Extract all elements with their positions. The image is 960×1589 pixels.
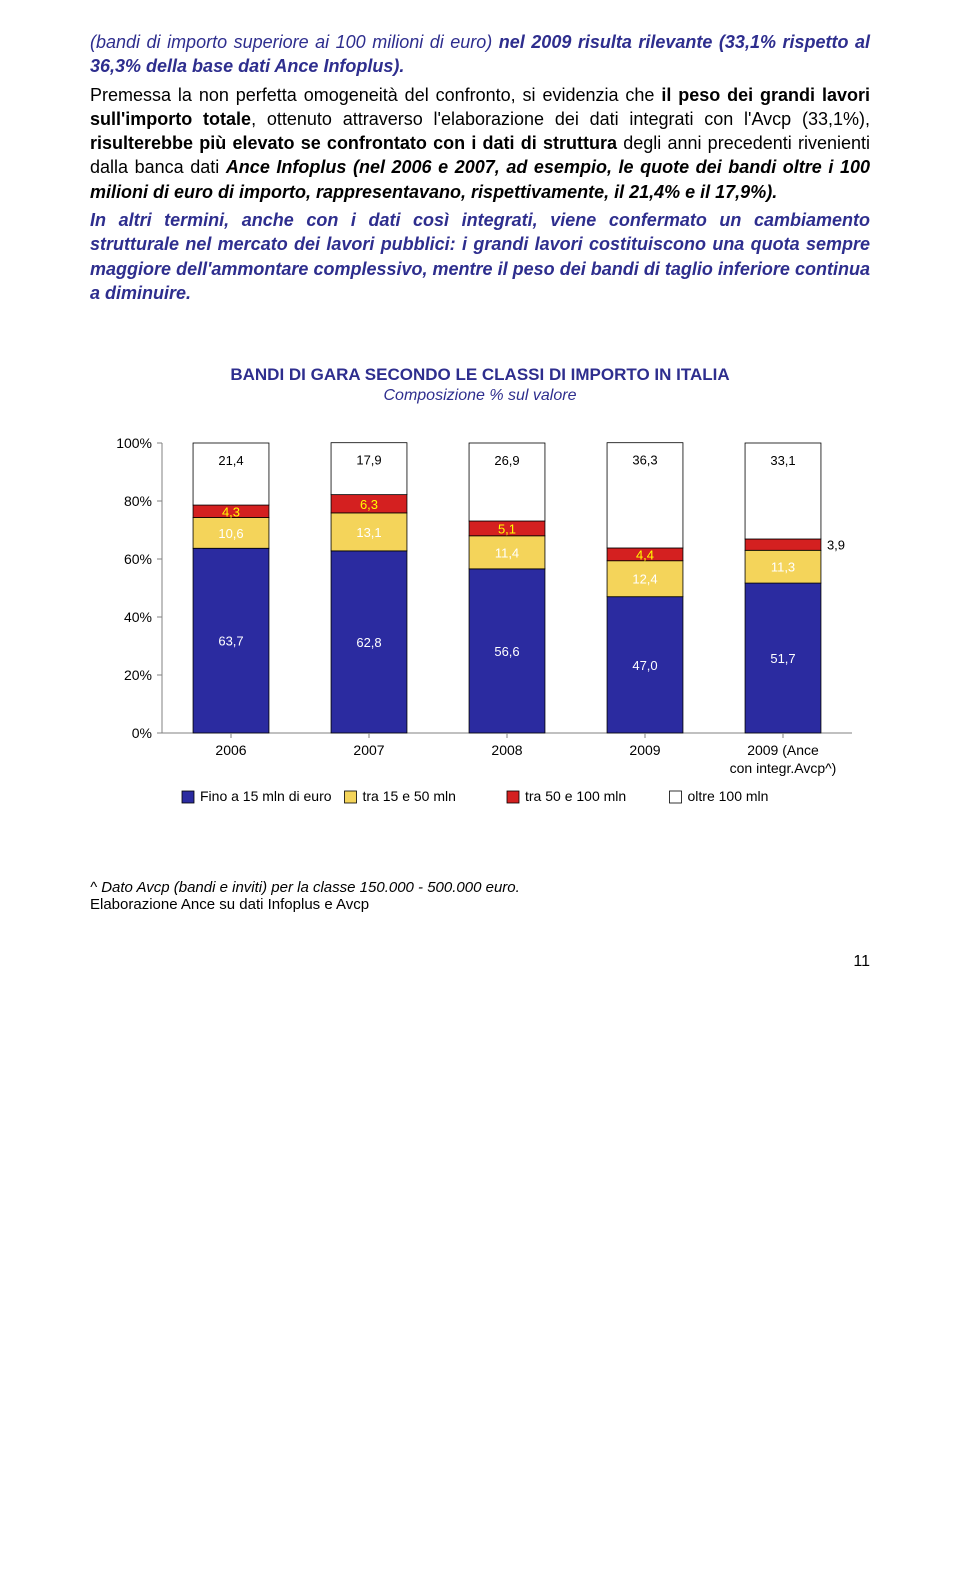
svg-text:21,4: 21,4 (218, 453, 243, 468)
chart-title: BANDI DI GARA SECONDO LE CLASSI DI IMPOR… (90, 365, 870, 385)
chart-container: 0% 20% 40% 60% 80% 100% 63,7 10,6 4,3 21,4 2006 62,… (90, 433, 870, 853)
svg-text:10,6: 10,6 (218, 526, 243, 541)
paragraph-1: (bandi di importo superiore ai 100 milio… (90, 30, 870, 79)
svg-text:20%: 20% (124, 667, 152, 683)
svg-text:2009: 2009 (629, 742, 660, 758)
svg-text:0%: 0% (132, 725, 152, 741)
svg-text:33,1: 33,1 (770, 453, 795, 468)
svg-text:56,6: 56,6 (494, 644, 519, 659)
svg-text:13,1: 13,1 (356, 525, 381, 540)
svg-text:26,9: 26,9 (494, 453, 519, 468)
svg-text:2008: 2008 (491, 742, 522, 758)
page-number: 11 (90, 953, 870, 971)
svg-text:11,3: 11,3 (771, 560, 795, 575)
svg-text:Fino a 15 mln di euro: Fino a 15 mln di euro (200, 788, 332, 804)
svg-text:6,3: 6,3 (360, 497, 378, 512)
svg-text:11,4: 11,4 (495, 546, 519, 561)
svg-text:oltre 100 mln: oltre 100 mln (688, 788, 769, 804)
chart-subtitle: Composizione % sul valore (90, 387, 870, 405)
footnote-2: Elaborazione Ance su dati Infoplus e Avc… (90, 896, 870, 913)
svg-text:63,7: 63,7 (218, 634, 243, 649)
svg-text:3,9: 3,9 (827, 538, 845, 553)
stacked-bar-chart: 0% 20% 40% 60% 80% 100% 63,7 10,6 4,3 21,4 2006 62,… (90, 433, 870, 853)
paragraph-3: In altri termini, anche con i dati così … (90, 208, 870, 305)
svg-text:con integr.Avcp^): con integr.Avcp^) (730, 760, 837, 776)
svg-text:60%: 60% (124, 551, 152, 567)
p2-c: , ottenuto attraverso l'elaborazione dei… (251, 109, 870, 129)
svg-text:4,4: 4,4 (636, 548, 654, 563)
svg-text:tra 50 e 100 mln: tra 50 e 100 mln (525, 788, 626, 804)
svg-text:80%: 80% (124, 493, 152, 509)
svg-text:2009 (Ance: 2009 (Ance (747, 742, 819, 758)
svg-text:100%: 100% (116, 435, 152, 451)
svg-text:40%: 40% (124, 609, 152, 625)
svg-text:62,8: 62,8 (356, 635, 381, 650)
p2-a: Premessa la non perfetta omogeneità del … (90, 85, 661, 105)
p2-d: risulterebbe più elevato se confrontato … (90, 133, 617, 153)
svg-text:12,4: 12,4 (632, 572, 657, 587)
svg-text:51,7: 51,7 (770, 651, 795, 666)
svg-text:tra 15 e 50 mln: tra 15 e 50 mln (363, 788, 456, 804)
svg-text:36,3: 36,3 (632, 453, 657, 468)
svg-text:5,1: 5,1 (498, 522, 516, 537)
svg-text:17,9: 17,9 (356, 453, 381, 468)
svg-text:2006: 2006 (215, 742, 246, 758)
paragraph-2: Premessa la non perfetta omogeneità del … (90, 83, 870, 204)
p1-nonbold: (bandi di importo superiore ai 100 milio… (90, 32, 499, 52)
svg-text:47,0: 47,0 (632, 658, 657, 673)
svg-text:2007: 2007 (353, 742, 384, 758)
svg-text:4,3: 4,3 (222, 505, 240, 520)
footnote-1: ^ Dato Avcp (bandi e inviti) per la clas… (90, 879, 870, 896)
